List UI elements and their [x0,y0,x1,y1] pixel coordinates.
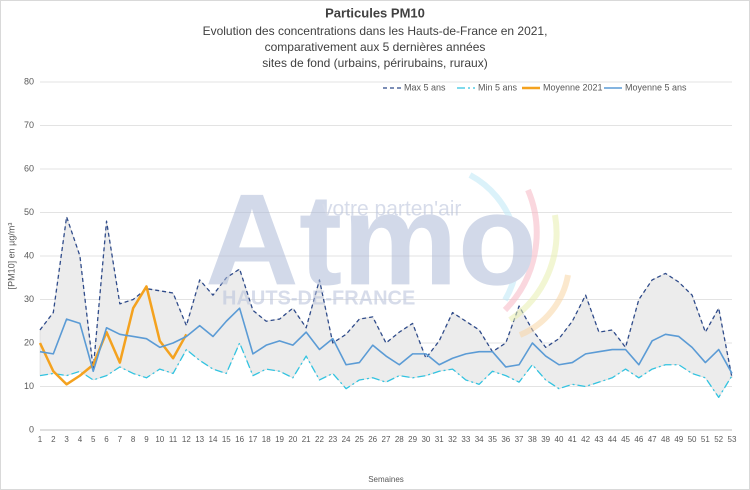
x-tick-label: 5 [91,435,96,444]
x-tick-label: 43 [594,435,603,444]
x-tick-label: 48 [661,435,670,444]
x-tick-label: 37 [515,435,524,444]
legend-label: Moyenne 5 ans [625,82,687,92]
x-tick-label: 3 [64,435,69,444]
range-area [39,216,733,398]
x-tick-label: 30 [421,435,430,444]
x-tick-label: 38 [528,435,537,444]
x-tick-label: 32 [448,435,457,444]
x-tick-label: 34 [475,435,484,444]
watermark-arc [518,274,571,338]
x-tick-label: 40 [555,435,564,444]
x-tick-label: 12 [182,435,191,444]
watermark-arc [508,214,560,323]
series-line [38,285,188,386]
x-tick-label: 9 [144,435,149,444]
x-tick-label: 47 [648,435,657,444]
chart-subtitle: comparativement aux 5 dernières années [265,40,486,54]
x-tick-label: 17 [248,435,257,444]
x-tick-label: 16 [235,435,244,444]
legend-label: Max 5 ans [404,82,446,92]
x-tick-label: 31 [435,435,444,444]
y-tick-label: 0 [29,424,34,434]
y-tick-label: 30 [24,294,34,304]
x-tick-label: 39 [541,435,550,444]
x-tick-label: 51 [701,435,710,444]
x-tick-label: 14 [209,435,218,444]
watermark-logo: Atmo [205,166,537,312]
x-tick-label: 50 [688,435,697,444]
x-tick-label: 44 [608,435,617,444]
y-axis-label: [PM10] en µg/m³ [6,223,16,290]
x-tick-label: 4 [78,435,83,444]
y-tick-label: 60 [24,163,34,173]
x-axis-label: Semaines [368,475,404,484]
x-tick-label: 18 [262,435,271,444]
chart-title: Particules PM10 [325,5,425,20]
watermark: Atmo votre parten'air HAUTS-DE-FRANCE [205,166,571,338]
watermark-arc [502,188,540,313]
y-tick-label: 40 [24,250,34,260]
chart-subtitle: Evolution des concentrations dans les Ha… [203,24,548,38]
y-tick-label: 50 [24,207,34,217]
legend-label: Moyenne 2021 [543,82,603,92]
series-line [39,216,733,378]
x-tick-label: 19 [275,435,284,444]
y-tick-label: 20 [24,337,34,347]
x-tick-label: 26 [368,435,377,444]
y-tick-label: 80 [24,76,34,86]
legend-label: Min 5 ans [478,82,518,92]
y-tick-label: 70 [24,120,34,130]
x-tick-label: 13 [195,435,204,444]
watermark-arc [468,172,521,302]
x-tick-label: 7 [118,435,123,444]
x-tick-label: 25 [355,435,364,444]
y-tick-label: 10 [24,381,34,391]
x-tick-label: 29 [408,435,417,444]
x-tick-label: 23 [328,435,337,444]
x-tick-label: 35 [488,435,497,444]
x-tick-label: 22 [315,435,324,444]
x-tick-label: 27 [382,435,391,444]
watermark-tagline: votre parten'air [322,198,461,221]
x-tick-label: 15 [222,435,231,444]
x-tick-label: 21 [302,435,311,444]
legend: Max 5 ans Min 5 ans Moyenne 2021 Moyenne 5 … [383,82,687,92]
x-tick-label: 6 [104,435,109,444]
x-tick-label: 2 [51,435,56,444]
x-tick-label: 52 [714,435,723,444]
x-tick-label: 46 [634,435,643,444]
x-tick-label: 36 [501,435,510,444]
x-tick-label: 53 [728,435,737,444]
x-tick-label: 11 [169,435,178,444]
series-line [39,307,733,374]
x-tick-label: 33 [461,435,470,444]
x-tick-label: 45 [621,435,630,444]
x-tick-label: 24 [342,435,351,444]
x-tick-label: 49 [674,435,683,444]
chart-subtitle: sites de fond (urbains, périrubains, rur… [262,56,487,70]
x-tick-label: 42 [581,435,590,444]
x-tick-label: 10 [155,435,164,444]
watermark-region: HAUTS-DE-FRANCE [222,287,415,309]
x-tick-label: 28 [395,435,404,444]
x-tick-label: 41 [568,435,577,444]
x-tick-label: 1 [38,435,43,444]
x-tick-label: 20 [288,435,297,444]
x-tick-label: 8 [131,435,136,444]
